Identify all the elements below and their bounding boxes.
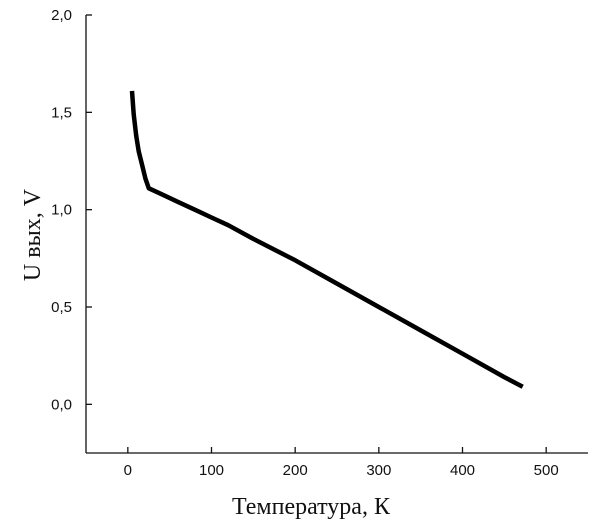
y-tick-label: 1,0 xyxy=(51,202,72,219)
y-tick-label: 2,0 xyxy=(51,7,72,24)
x-tick-label: 0 xyxy=(124,462,132,479)
x-tick-label: 200 xyxy=(283,462,308,479)
x-tick-label: 400 xyxy=(450,462,475,479)
series-group xyxy=(129,90,524,389)
y-tick-label: 1,5 xyxy=(51,104,72,121)
y-ticks: 0,0 0,5 1,0 1,5 2,0 xyxy=(51,7,92,413)
axes xyxy=(85,15,588,454)
series-line xyxy=(129,90,524,389)
x-axis-title: Температура, К xyxy=(232,494,391,520)
y-axis-title: U вых, V xyxy=(20,188,46,281)
y-tick-label: 0,0 xyxy=(51,396,72,413)
x-tick-label: 300 xyxy=(366,462,391,479)
x-tick-label: 500 xyxy=(534,462,559,479)
y-tick-label: 0,5 xyxy=(51,299,72,316)
x-ticks: 0 100 200 300 400 500 xyxy=(124,447,559,479)
x-tick-label: 100 xyxy=(199,462,224,479)
